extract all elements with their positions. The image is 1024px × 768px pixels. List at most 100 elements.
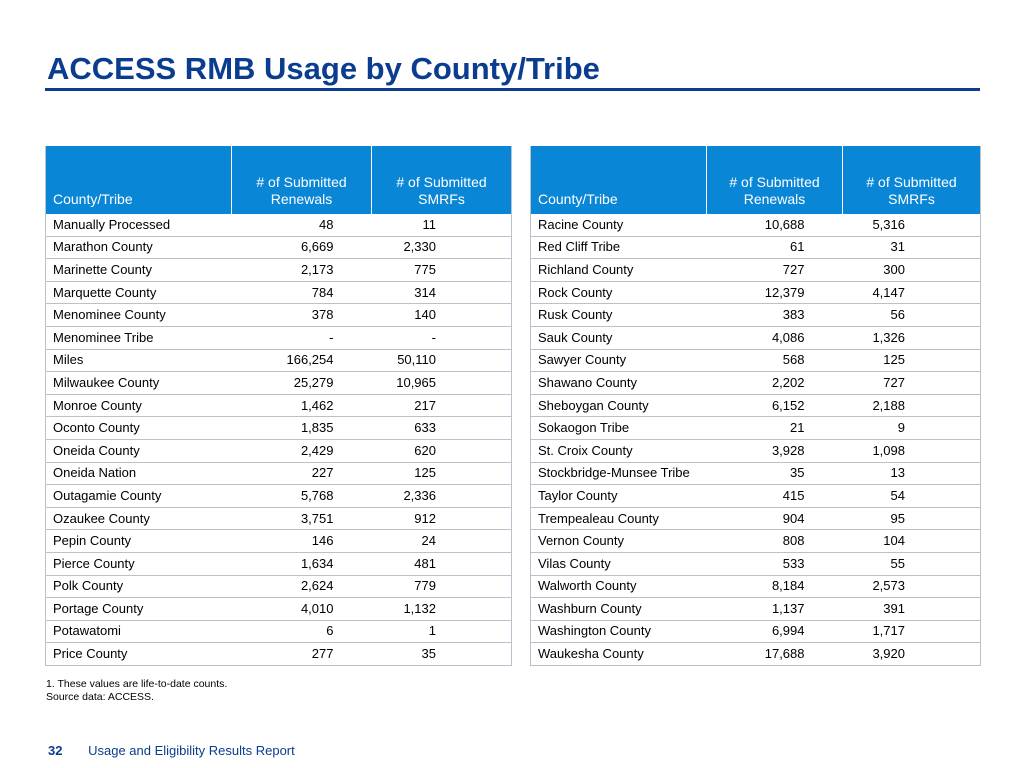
table-row: Racine County 10,688 5,316: [530, 214, 981, 237]
table-row: Sauk County 4,086 1,326: [530, 326, 981, 350]
cell-county-tribe: Sokaogon Tribe: [530, 416, 707, 440]
cell-smrfs: 11: [371, 214, 512, 237]
cell-renewals: 3,751: [231, 507, 372, 531]
cell-county-tribe: Richland County: [530, 258, 707, 282]
table-row: Rusk County 383 56: [530, 303, 981, 327]
cell-renewals: 277: [231, 642, 372, 666]
cell-renewals: 5,768: [231, 484, 372, 508]
cell-county-tribe: Monroe County: [45, 394, 232, 418]
header-county-tribe: County/Tribe: [45, 146, 232, 214]
cell-county-tribe: Vernon County: [530, 529, 707, 553]
table-row: Menominee Tribe - -: [45, 326, 512, 350]
table-row: Price County 277 35: [45, 642, 512, 666]
cell-smrfs: 912: [371, 507, 512, 531]
cell-smrfs: 775: [371, 258, 512, 282]
table-row: St. Croix County 3,928 1,098: [530, 439, 981, 463]
cell-renewals: 1,634: [231, 552, 372, 576]
cell-smrfs: 1: [371, 620, 512, 644]
header-smrfs: # of Submitted SMRFs: [371, 146, 512, 214]
cell-renewals: 6: [231, 620, 372, 644]
page-title: ACCESS RMB Usage by County/Tribe: [47, 51, 600, 86]
table-row: Oconto County 1,835 633: [45, 416, 512, 440]
table-row: Manually Processed 48 11: [45, 214, 512, 237]
cell-county-tribe: Price County: [45, 642, 232, 666]
table-row: Marquette County 784 314: [45, 281, 512, 305]
cell-renewals: 2,202: [706, 371, 843, 395]
cell-renewals: 727: [706, 258, 843, 282]
table-body-right: Racine County 10,688 5,316 Red Cliff Tribe 6…: [530, 214, 981, 666]
cell-smrfs: 24: [371, 529, 512, 553]
table-row: Stockbridge-Munsee Tribe 35 13: [530, 462, 981, 486]
table-row: Waukesha County 17,688 3,920: [530, 642, 981, 666]
cell-smrfs: 4,147: [842, 281, 981, 305]
cell-smrfs: 50,110: [371, 349, 512, 373]
cell-county-tribe: Waukesha County: [530, 642, 707, 666]
cell-county-tribe: Marquette County: [45, 281, 232, 305]
table-row: Ozaukee County 3,751 912: [45, 507, 512, 531]
usage-table-left: County/Tribe # of Submitted Renewals # of…: [45, 146, 512, 666]
table-row: Rock County 12,379 4,147: [530, 281, 981, 305]
cell-renewals: 808: [706, 529, 843, 553]
cell-county-tribe: Oneida Nation: [45, 462, 232, 486]
cell-smrfs: 31: [842, 236, 981, 260]
cell-renewals: 533: [706, 552, 843, 576]
table-row: Richland County 727 300: [530, 258, 981, 282]
cell-county-tribe: Sawyer County: [530, 349, 707, 373]
cell-county-tribe: Taylor County: [530, 484, 707, 508]
cell-smrfs: 633: [371, 416, 512, 440]
cell-county-tribe: Shawano County: [530, 371, 707, 395]
cell-smrfs: 13: [842, 462, 981, 486]
report-title: Usage and Eligibility Results Report: [88, 743, 295, 758]
cell-smrfs: 2,188: [842, 394, 981, 418]
cell-renewals: 61: [706, 236, 843, 260]
header-renewals: # of Submitted Renewals: [231, 146, 372, 214]
table-row: Washburn County 1,137 391: [530, 597, 981, 621]
cell-renewals: 784: [231, 281, 372, 305]
table-row: Marinette County 2,173 775: [45, 258, 512, 282]
cell-smrfs: 1,132: [371, 597, 512, 621]
usage-table-right: County/Tribe # of Submitted Renewals # of…: [530, 146, 981, 666]
cell-county-tribe: Racine County: [530, 214, 707, 237]
cell-renewals: 8,184: [706, 575, 843, 599]
cell-smrfs: 217: [371, 394, 512, 418]
cell-renewals: 3,928: [706, 439, 843, 463]
table-row: Sawyer County 568 125: [530, 349, 981, 373]
header-county-tribe: County/Tribe: [530, 146, 707, 214]
cell-smrfs: 1,717: [842, 620, 981, 644]
cell-renewals: 1,462: [231, 394, 372, 418]
cell-renewals: -: [231, 326, 372, 350]
table-row: Vernon County 808 104: [530, 529, 981, 553]
table-row: Menominee County 378 140: [45, 303, 512, 327]
cell-renewals: 48: [231, 214, 372, 237]
header-smrfs: # of Submitted SMRFs: [842, 146, 981, 214]
cell-county-tribe: Sheboygan County: [530, 394, 707, 418]
cell-county-tribe: Walworth County: [530, 575, 707, 599]
cell-renewals: 1,137: [706, 597, 843, 621]
cell-smrfs: 314: [371, 281, 512, 305]
cell-county-tribe: Menominee County: [45, 303, 232, 327]
cell-smrfs: 35: [371, 642, 512, 666]
cell-county-tribe: Menominee Tribe: [45, 326, 232, 350]
cell-smrfs: 779: [371, 575, 512, 599]
cell-renewals: 4,086: [706, 326, 843, 350]
table-row: Outagamie County 5,768 2,336: [45, 484, 512, 508]
cell-county-tribe: Rock County: [530, 281, 707, 305]
cell-smrfs: 56: [842, 303, 981, 327]
table-row: Red Cliff Tribe 61 31: [530, 236, 981, 260]
table-row: Vilas County 533 55: [530, 552, 981, 576]
table-row: Taylor County 415 54: [530, 484, 981, 508]
table-row: Sokaogon Tribe 21 9: [530, 416, 981, 440]
cell-county-tribe: Washington County: [530, 620, 707, 644]
cell-smrfs: 125: [842, 349, 981, 373]
cell-smrfs: 95: [842, 507, 981, 531]
cell-smrfs: 55: [842, 552, 981, 576]
cell-county-tribe: Ozaukee County: [45, 507, 232, 531]
cell-county-tribe: Manually Processed: [45, 214, 232, 237]
cell-renewals: 378: [231, 303, 372, 327]
table-row: Miles 166,254 50,110: [45, 349, 512, 373]
table-row: Monroe County 1,462 217: [45, 394, 512, 418]
cell-renewals: 21: [706, 416, 843, 440]
cell-renewals: 17,688: [706, 642, 843, 666]
cell-renewals: 415: [706, 484, 843, 508]
cell-county-tribe: St. Croix County: [530, 439, 707, 463]
